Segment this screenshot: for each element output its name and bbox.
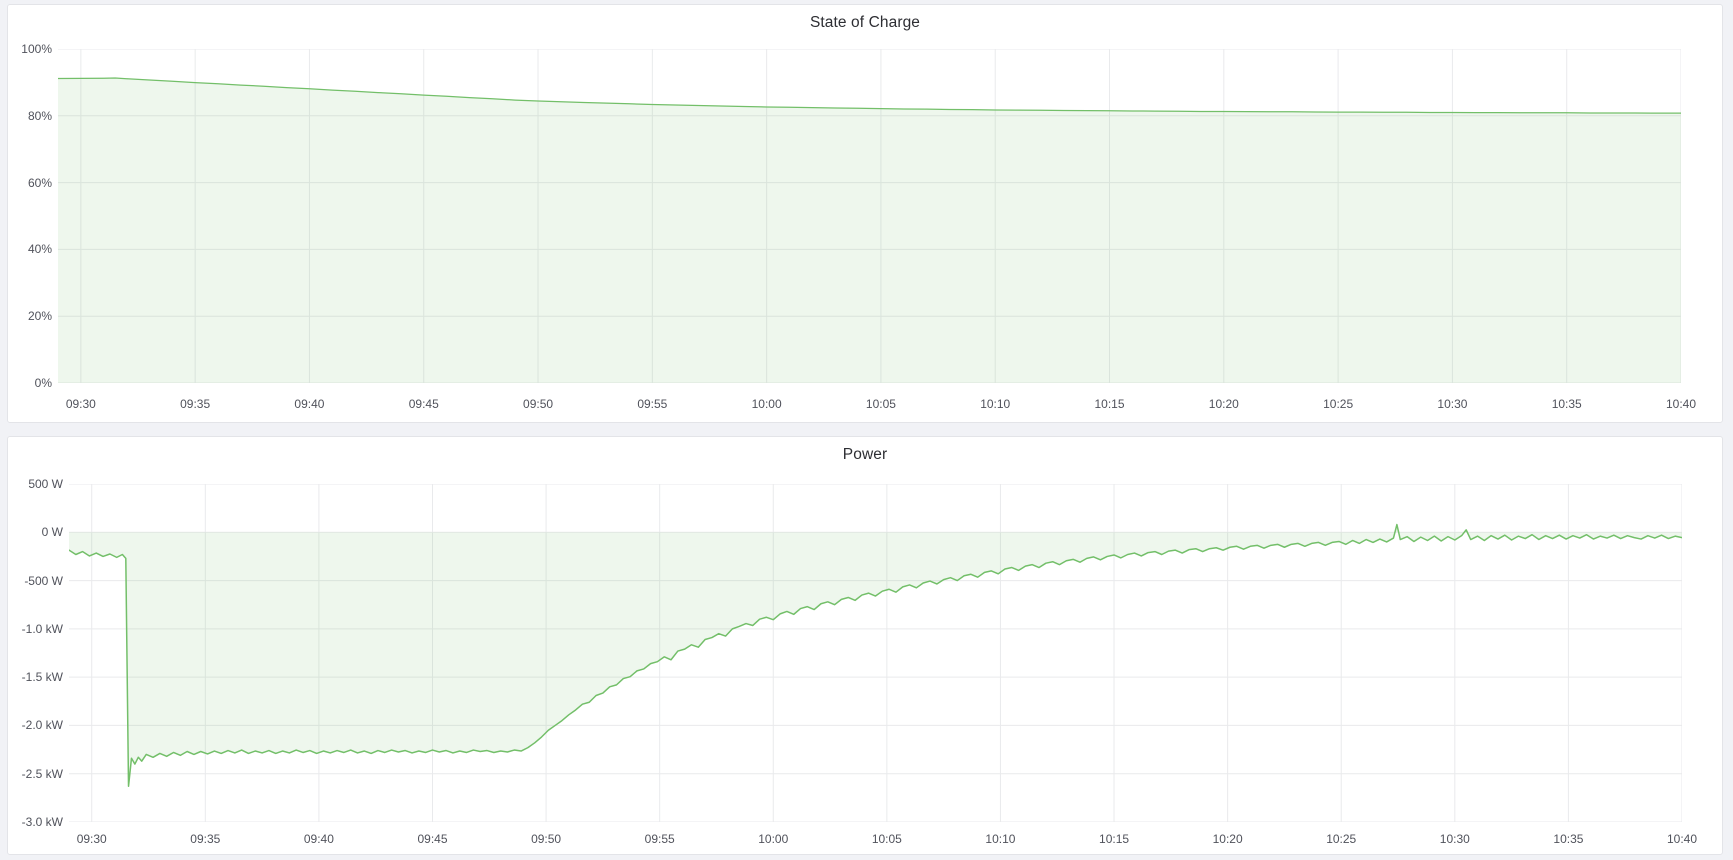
x-axis-tick-label: 09:55 (644, 832, 675, 846)
y-axis-tick-label: 100% (21, 42, 52, 56)
y-axis-tick-label: -500 W (24, 573, 63, 588)
state-of-charge-chart (58, 49, 1681, 383)
y-axis-tick-label: 500 W (28, 477, 63, 491)
x-axis-tick-label: 09:40 (303, 832, 334, 846)
x-axis-tick-label: 10:20 (1212, 832, 1243, 846)
x-axis-tick-label: 10:35 (1551, 397, 1582, 411)
y-axis-tick-label: 40% (27, 242, 52, 257)
x-axis-tick-label: 10:10 (985, 832, 1016, 846)
x-axis-tick-label: 10:10 (980, 397, 1011, 411)
x-axis-tick-label: 10:40 (1665, 397, 1697, 411)
x-axis-tick-label: 09:30 (76, 832, 107, 846)
panel-title-power[interactable]: Power (842, 446, 888, 463)
panel-title-state-of-charge[interactable]: State of Charge (809, 14, 921, 31)
power-chart-plot-area[interactable] (69, 484, 1682, 822)
series-area-fill (58, 78, 1681, 383)
x-axis-tick-label: 10:20 (1208, 397, 1239, 411)
x-axis-tick-label: 09:45 (408, 397, 439, 411)
power-chart (69, 484, 1682, 822)
y-axis-tick-label: -1.0 kW (21, 621, 63, 636)
x-axis-tick-label: 09:35 (190, 832, 221, 846)
y-axis-tick-label: 60% (27, 175, 52, 190)
soc-chart-plot-area[interactable] (58, 49, 1681, 383)
series-area-fill (69, 524, 1682, 787)
x-axis-tick-label: 10:35 (1553, 832, 1584, 846)
y-axis-tick-label: -2.0 kW (21, 718, 63, 733)
x-axis-tick-label: 09:55 (637, 397, 668, 411)
x-axis-tick-label: 09:30 (65, 397, 96, 411)
x-axis-tick-label: 10:15 (1099, 832, 1130, 846)
panel-power: Power 09:30 09:35 09:40 09:45 09:50 09:55 10:0… (7, 436, 1723, 855)
x-axis-tick-label: 10:00 (758, 832, 789, 846)
x-axis-tick-label: 10:00 (751, 397, 782, 411)
y-axis-tick-label: 80% (27, 108, 52, 123)
series-line (58, 77, 1681, 114)
series-line (69, 523, 1682, 788)
y-axis-tick-label: -3.0 kW (21, 815, 63, 829)
x-axis-tick-label: 10:25 (1323, 397, 1354, 411)
y-axis-tick-label: 0% (34, 376, 52, 390)
x-axis-tick-label: 09:45 (417, 832, 448, 846)
x-axis-tick-label: 10:30 (1437, 397, 1468, 411)
y-axis-tick-label: -2.5 kW (21, 766, 63, 781)
y-axis-tick-label: 20% (27, 309, 52, 324)
x-axis-tick-label: 10:40 (1666, 832, 1698, 846)
x-axis-tick-label: 09:40 (294, 397, 325, 411)
x-axis-tick-label: 09:50 (523, 397, 554, 411)
x-axis-tick-label: 09:35 (180, 397, 211, 411)
x-axis-tick-label: 10:15 (1094, 397, 1125, 411)
x-axis-tick-label: 10:30 (1439, 832, 1470, 846)
y-axis-tick-label: 0 W (41, 525, 63, 540)
y-axis-tick-label: -1.5 kW (21, 670, 63, 685)
x-axis-tick-label: 10:25 (1326, 832, 1357, 846)
x-axis-tick-label: 10:05 (865, 397, 896, 411)
x-axis-tick-label: 10:05 (871, 832, 902, 846)
panel-state-of-charge: State of Charge 09:30 09:35 09:40 09:45 09:5… (7, 4, 1723, 423)
x-axis-tick-label: 09:50 (531, 832, 562, 846)
